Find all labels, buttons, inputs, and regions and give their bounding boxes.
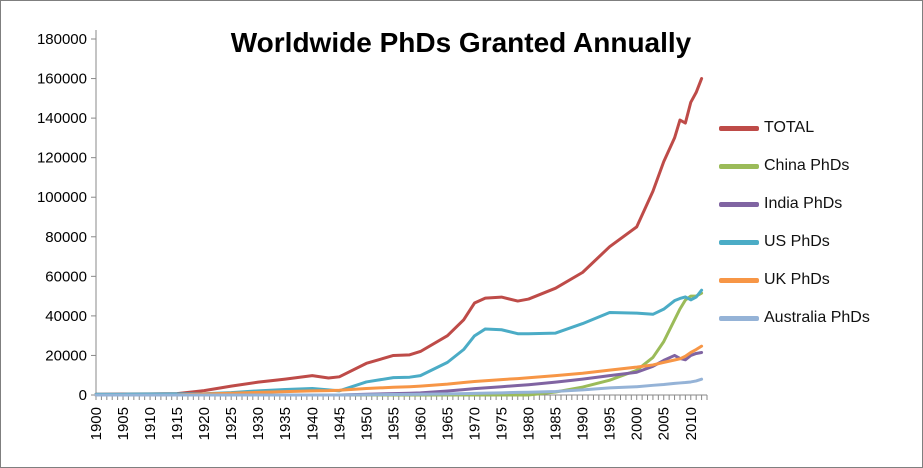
- x-tick-label: 1955: [385, 407, 402, 440]
- series-line-uk-phds: [94, 344, 704, 397]
- x-tick-label: 1945: [331, 407, 348, 440]
- legend: TOTAL China PhDs India PhDs US PhDs UK PhDs A…: [719, 117, 870, 345]
- x-tick-label: 1970: [466, 407, 483, 440]
- legend-item: China PhDs: [719, 155, 870, 177]
- x-tick-label: 2005: [656, 407, 673, 440]
- legend-swatch: [719, 239, 759, 245]
- series-line-australia-phds: [94, 377, 704, 397]
- x-tick-label: 2000: [629, 407, 646, 440]
- legend-swatch: [719, 277, 759, 283]
- y-tick-label: 140000: [37, 110, 87, 127]
- y-tick-label: 80000: [45, 229, 87, 246]
- y-tick-label: 120000: [37, 150, 87, 167]
- x-tick-label: 1915: [169, 407, 186, 440]
- x-tick-label: 1940: [304, 407, 321, 440]
- x-tick-label: 1900: [88, 407, 105, 440]
- legend-label: China PhDs: [764, 157, 850, 174]
- x-tick-label: 1910: [142, 407, 159, 440]
- legend-swatch: [719, 163, 759, 169]
- x-tick-label: 1930: [250, 407, 267, 440]
- y-tick-label: 180000: [37, 31, 87, 48]
- legend-item: UK PhDs: [719, 269, 870, 291]
- legend-item: India PhDs: [719, 193, 870, 215]
- x-tick-label: 1985: [548, 407, 565, 440]
- x-tick-label: 1995: [602, 407, 619, 440]
- x-tick-label: 1950: [358, 407, 375, 440]
- legend-label: UK PhDs: [764, 271, 830, 288]
- chart-title: Worldwide PhDs Granted Annually: [230, 27, 692, 58]
- legend-swatch: [719, 125, 759, 131]
- y-tick-label: 100000: [37, 189, 87, 206]
- y-tick-label: 0: [79, 387, 87, 404]
- legend-label: US PhDs: [764, 233, 830, 250]
- x-tick-label: 1925: [223, 407, 240, 440]
- legend-item: Australia PhDs: [719, 307, 870, 329]
- x-tick-label: 1935: [277, 407, 294, 440]
- x-tick-label: 1975: [494, 407, 511, 440]
- series-line-total: [94, 77, 704, 396]
- x-tick-label: 1990: [575, 407, 592, 440]
- legend-item: TOTAL: [719, 117, 870, 139]
- y-tick-label: 20000: [45, 347, 87, 364]
- legend-label: Australia PhDs: [764, 309, 870, 326]
- x-tick-label: 1905: [115, 407, 132, 440]
- legend-label: TOTAL: [764, 119, 815, 136]
- x-tick-label: 1920: [196, 407, 213, 440]
- y-tick-label: 40000: [45, 308, 87, 325]
- legend-item: US PhDs: [719, 231, 870, 253]
- y-tick-label: 160000: [37, 71, 87, 88]
- x-tick-label: 2010: [683, 407, 700, 440]
- legend-label: India PhDs: [764, 195, 843, 212]
- series-line-china-phds: [94, 291, 704, 397]
- x-tick-label: 1960: [412, 407, 429, 440]
- legend-swatch: [719, 201, 759, 207]
- x-tick-label: 1980: [521, 407, 538, 440]
- legend-swatch: [719, 315, 759, 321]
- x-tick-label: 1965: [439, 407, 456, 440]
- y-tick-label: 60000: [45, 268, 87, 285]
